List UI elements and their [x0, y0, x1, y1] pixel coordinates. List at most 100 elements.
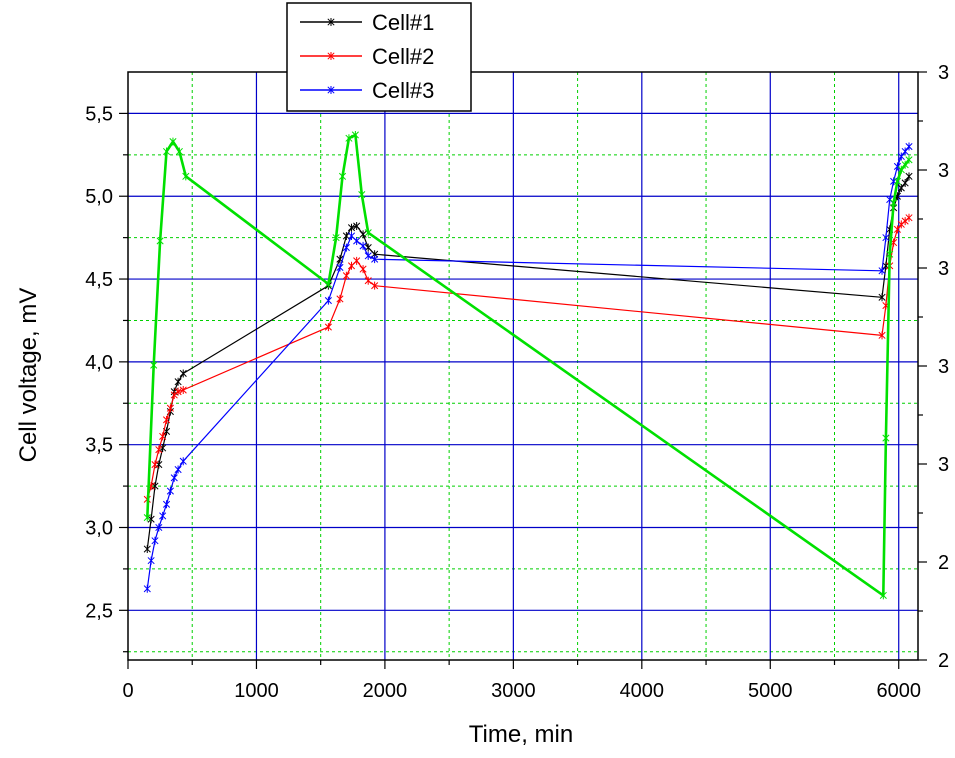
data-point-marker	[182, 172, 190, 181]
data-point-marker	[897, 165, 905, 174]
data-point-marker	[347, 231, 356, 240]
data-point-marker	[359, 230, 367, 239]
data-point-marker	[882, 233, 890, 242]
y-tick-labels: 2,5 3,0 3,5 4,0 4,5 5,0 5,5	[85, 103, 113, 622]
data-point-marker	[162, 147, 171, 156]
data-point-marker	[905, 142, 913, 151]
data-point-marker	[351, 130, 359, 139]
series-cell3	[143, 142, 913, 593]
data-point-marker	[156, 236, 164, 245]
series-line	[146, 133, 911, 597]
y2-tick-label: 3	[938, 454, 949, 476]
y-tick-label: 5,0	[85, 186, 113, 208]
data-point-marker	[159, 432, 167, 441]
data-point-marker	[159, 511, 167, 520]
minor-grid	[128, 72, 918, 660]
data-point-marker	[332, 233, 340, 242]
data-point-marker	[174, 465, 182, 474]
legend-label: Cell#2	[372, 44, 434, 69]
data-point-marker	[882, 434, 890, 443]
data-point-marker	[155, 445, 163, 454]
data-point-marker	[143, 513, 151, 522]
x-tick-label: 6000	[876, 680, 921, 702]
x-axis-title: Time, min	[469, 721, 573, 748]
y2-tick-label: 3	[938, 62, 949, 84]
y-tick-label: 3,5	[85, 435, 113, 457]
data-point-marker	[342, 271, 350, 280]
data-point-marker	[327, 18, 335, 26]
legend-box	[286, 2, 472, 112]
major-grid	[128, 72, 918, 660]
data-point-marker	[893, 225, 902, 234]
data-point-marker	[175, 147, 183, 156]
data-point-marker	[347, 223, 356, 232]
data-point-marker	[358, 190, 366, 199]
y2-tick-label: 2	[938, 650, 949, 672]
y2-tick-label: 3	[938, 160, 949, 182]
x-tick-labels: 0 1000 2000 3000 4000 5000 6000	[122, 680, 921, 702]
y-tick-label: 2,5	[85, 600, 113, 622]
data-point-marker	[897, 152, 905, 161]
x-tick-label: 4000	[620, 680, 665, 702]
x-tick-label: 5000	[748, 680, 793, 702]
data-point-marker	[364, 228, 372, 237]
data-point-marker	[353, 222, 361, 231]
y2-tick-label: 3	[938, 258, 949, 280]
data-point-marker	[166, 404, 174, 413]
data-point-marker	[371, 255, 379, 264]
y2-tick-label: 2	[938, 552, 949, 574]
data-point-marker	[151, 460, 159, 469]
y-tick-label: 4,5	[85, 269, 113, 291]
y-tick-label: 4,0	[85, 352, 113, 374]
data-point-marker	[143, 584, 151, 593]
data-point-marker	[878, 293, 886, 302]
data-point-marker	[893, 177, 902, 186]
data-point-marker	[359, 265, 367, 274]
series-cell1	[143, 172, 913, 554]
data-point-marker	[347, 261, 356, 270]
data-point-marker	[905, 172, 913, 181]
data-point-marker	[905, 213, 913, 222]
data-point-marker	[166, 487, 174, 496]
data-point-marker	[878, 331, 886, 340]
data-point-marker	[147, 556, 155, 565]
data-point-marker	[901, 178, 909, 187]
data-point-marker	[151, 536, 159, 545]
data-point-marker	[345, 134, 353, 143]
data-point-marker	[364, 276, 372, 285]
legend-label: Cell#3	[372, 78, 434, 103]
data-point-marker	[353, 256, 361, 265]
data-point-marker	[371, 281, 379, 290]
data-point-marker	[179, 386, 187, 395]
data-point-marker	[364, 243, 372, 252]
data-point-marker	[886, 250, 894, 259]
data-point-marker	[324, 323, 332, 332]
data-point-marker	[170, 473, 178, 482]
series-line	[146, 217, 910, 500]
data-point-marker	[359, 241, 367, 250]
data-point-marker	[893, 162, 902, 171]
data-point-marker	[342, 231, 350, 240]
data-point-marker	[353, 236, 361, 245]
data-point-marker	[901, 217, 909, 226]
data-point-marker	[170, 390, 178, 399]
x-tick-label: 1000	[234, 680, 279, 702]
data-point-marker	[179, 457, 187, 466]
data-point-marker	[897, 183, 905, 192]
data-point-marker	[143, 545, 151, 554]
data-point-marker	[179, 369, 187, 378]
data-point-marker	[878, 266, 886, 275]
y2-tick-label: 3	[938, 356, 949, 378]
series-cell2	[143, 213, 913, 504]
y-tick-label: 3,0	[85, 517, 113, 539]
legend-label: Cell#1	[372, 10, 434, 35]
data-point-marker	[159, 443, 167, 452]
legend: Cell#1 Cell#2 Cell#3	[286, 2, 472, 112]
data-point-marker	[155, 460, 163, 469]
x-tick-label: 0	[122, 680, 133, 702]
data-point-marker	[327, 52, 335, 60]
series-layer	[143, 130, 913, 600]
data-point-marker	[169, 137, 177, 146]
